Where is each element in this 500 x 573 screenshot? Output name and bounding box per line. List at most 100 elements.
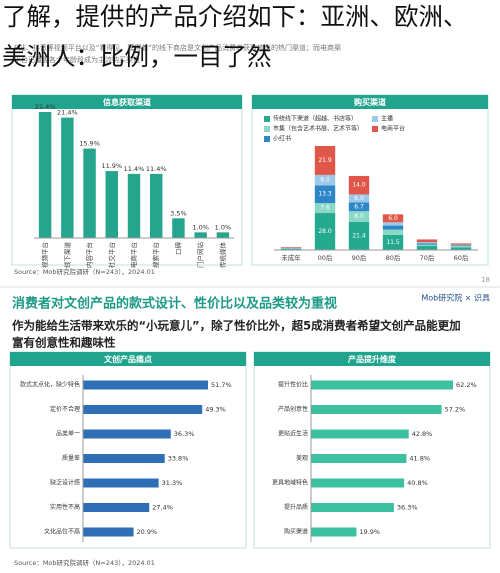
bar-segment	[382, 222, 404, 226]
bar-segment	[450, 244, 472, 246]
bar	[311, 454, 407, 463]
slide-title: 消费者对文创产品的款式设计、性价比以及品类较为重视	[12, 296, 337, 312]
bar	[83, 429, 171, 439]
value-label: 28.0	[318, 228, 332, 235]
bar	[311, 405, 442, 414]
panel-header	[10, 352, 246, 366]
bar-segment	[416, 244, 438, 247]
value-label: 1.0%	[192, 223, 209, 231]
slide-subtitle: 作为能给生活带来欢乐的“小玩意儿”，除了性价比外，超5成消费者希望文创产品能更加	[12, 319, 461, 333]
legend-label: 电商平台	[381, 125, 405, 133]
page-number: 18	[481, 276, 490, 284]
value-label: 8.0	[320, 177, 330, 184]
bar-segment	[348, 221, 370, 250]
x-tick-label: 80后	[386, 253, 401, 262]
bar	[83, 527, 134, 537]
bar-segment	[314, 146, 336, 175]
x-tick-label: 社交平台	[107, 242, 116, 268]
value-label: 11.9%	[101, 162, 122, 170]
y-tick-label: 品类单一	[56, 430, 80, 438]
y-tick-label: 缺乏设计感	[50, 479, 80, 487]
value-label: 42.8%	[412, 430, 433, 438]
value-label: 14.0	[352, 182, 366, 189]
x-tick-label: 电商平台	[129, 242, 138, 268]
x-tick-label: 内容平台	[85, 242, 94, 268]
bar	[83, 405, 203, 414]
bar	[172, 218, 185, 238]
panel-title: 购买渠道	[354, 97, 386, 107]
panel-title: 文创产品痛点	[104, 354, 152, 364]
x-tick-label: 视频平台	[40, 242, 49, 268]
bar-segment	[416, 243, 438, 245]
legend-swatch	[264, 136, 270, 142]
bar	[311, 503, 394, 512]
y-tick-label: 提升品质	[284, 503, 308, 511]
value-label: 19.9%	[359, 528, 380, 536]
bar-segment	[450, 243, 472, 245]
bar-segment	[416, 239, 438, 243]
x-tick-label: 口碑	[173, 242, 182, 256]
bar	[38, 112, 52, 238]
bar-segment	[314, 213, 336, 250]
y-tick-label: 质量差	[62, 454, 80, 462]
y-tick-label: 实用性不高	[50, 503, 80, 511]
y-tick-label: 文化品位不高	[44, 528, 80, 536]
panel-header	[12, 95, 242, 109]
bar-segment	[382, 229, 404, 235]
value-label: 11.4%	[124, 165, 145, 173]
x-tick-label: 门户网站	[196, 242, 205, 269]
value-label: 1.0%	[215, 223, 232, 231]
bar-segment	[382, 214, 404, 223]
value-label: 21.4	[352, 232, 366, 239]
bar-segment	[280, 247, 302, 248]
bar	[194, 232, 207, 238]
value-label: 6.0	[388, 215, 398, 222]
source: Source：Mob研究院调研（N=243），2024.01	[14, 267, 155, 276]
value-label: 31.3%	[162, 479, 183, 487]
panel-header	[252, 95, 488, 109]
bar-segment	[416, 246, 438, 250]
charts: 信息获取渠道 22.4% 视频平台 21.4% 线下渠道 15.9% 内容平台 11.9% 社交…	[9, 94, 491, 549]
bar-segment	[314, 174, 336, 186]
bar	[83, 380, 208, 390]
caption-line: 美洲人：比例，一目了然	[2, 42, 272, 71]
bar	[127, 173, 141, 238]
bar	[83, 478, 159, 488]
value-label: 15.9%	[79, 140, 100, 148]
bar	[83, 454, 165, 463]
value-label: 8.0	[354, 213, 364, 220]
bar	[61, 117, 74, 238]
bar	[311, 527, 357, 537]
value-label: 20.9%	[137, 528, 158, 536]
slide-intro: B站、抖音等视频平台以及“看得见、摸得着”的线下商店是文创产品消费者获取信息的热…	[14, 43, 341, 52]
x-tick-label: 00后	[318, 253, 333, 262]
bar-segment	[348, 202, 370, 212]
legend-label: 传统线下渠道（超越、书店等）	[273, 115, 357, 123]
value-label: 3.5%	[170, 209, 187, 217]
x-tick-label: 线下渠道	[62, 242, 71, 269]
value-label: 22.4%	[35, 103, 56, 111]
value-label: 11.5	[386, 239, 400, 246]
bar	[216, 232, 230, 238]
x-tick-label: 90后	[352, 253, 367, 262]
y-tick-label: 定价不合理	[50, 405, 80, 413]
value-label: 6.0	[354, 195, 364, 202]
value-label: 40.8%	[407, 479, 428, 487]
value-label: 13.3	[318, 191, 332, 198]
y-tick-label: 更贴近生活	[278, 430, 308, 438]
y-tick-label: 美观	[296, 454, 308, 462]
y-tick-label: 更具地域特色	[272, 479, 308, 487]
slide-subtitle: 富有创意性和趣味性	[12, 336, 116, 350]
bar-segment	[348, 211, 370, 222]
bar-segment	[450, 245, 472, 247]
x-tick-label: 搜索平台	[151, 242, 160, 268]
panel	[251, 94, 489, 266]
bar	[311, 380, 453, 390]
caption-line: 了解，提供的产品介绍如下：亚洲、欧洲、	[2, 2, 468, 31]
value-label: 51.7%	[211, 381, 232, 389]
bar-segment	[348, 175, 370, 195]
panel-title: 信息获取渠道	[103, 97, 151, 107]
legend-label: 市集（包含艺术书展、艺术节等）	[273, 125, 363, 133]
y-tick-label: 款式太点化，缺少特色	[20, 381, 80, 389]
value-label: 62.2%	[456, 381, 477, 389]
